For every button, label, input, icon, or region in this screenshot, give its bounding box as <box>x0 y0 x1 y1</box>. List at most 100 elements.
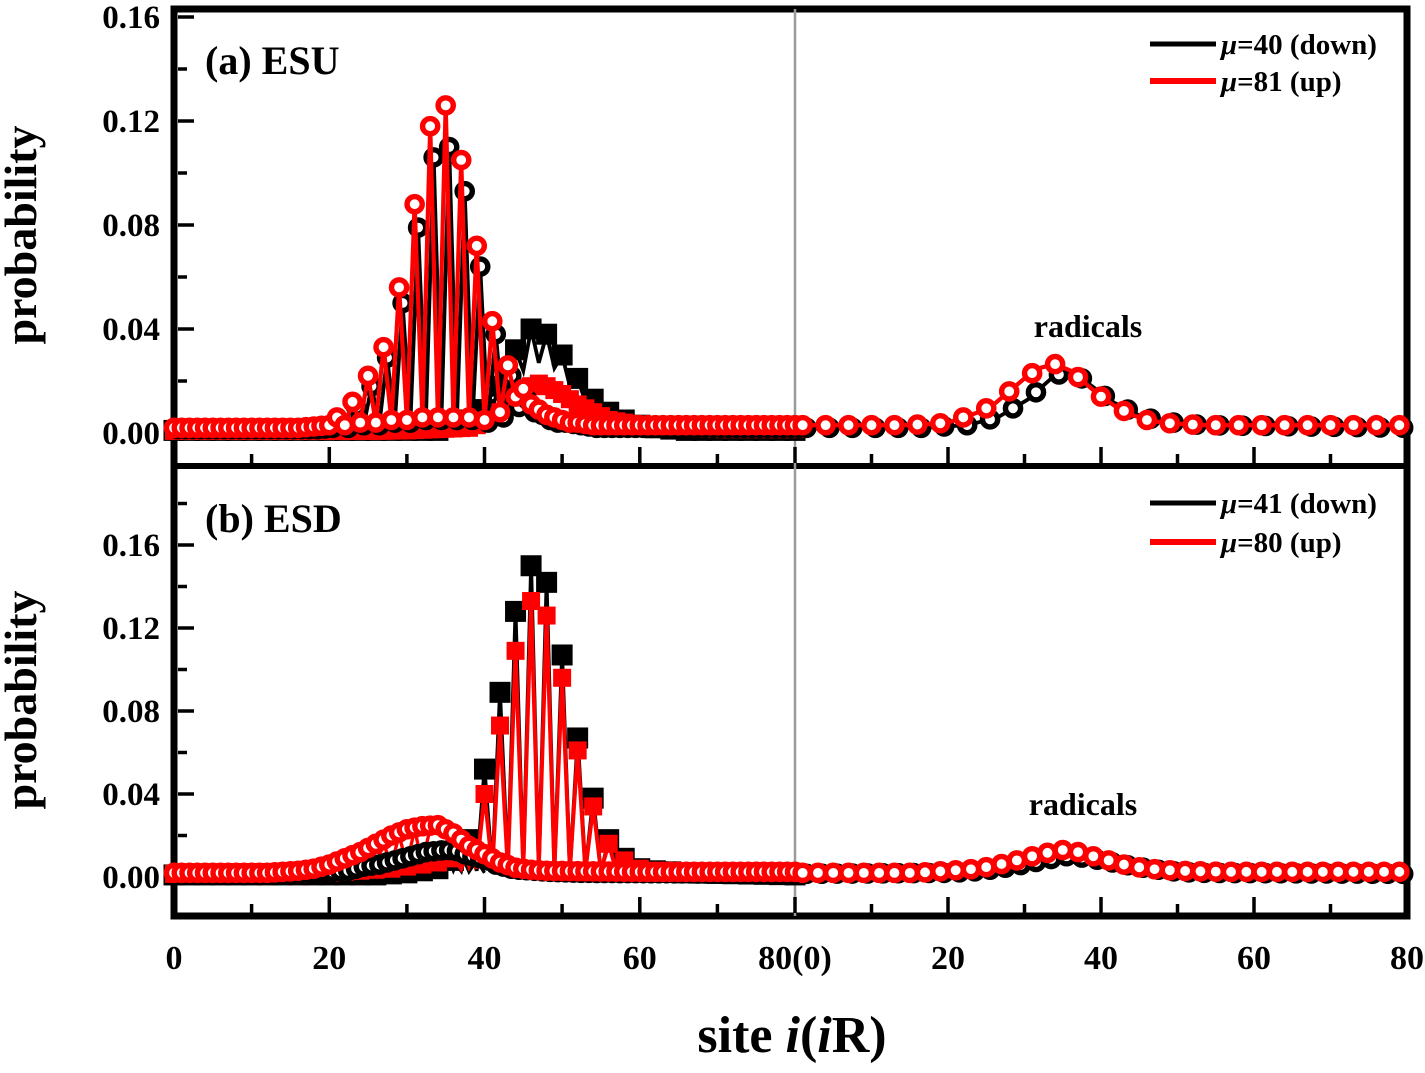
x-axis-title: site i(iR) <box>697 1007 886 1064</box>
data-point-open-circle <box>998 381 1020 402</box>
data-point-open-circle <box>792 414 813 436</box>
data-point-open-circle <box>1251 414 1272 436</box>
data-point-open-circle <box>365 412 387 433</box>
data-point-square <box>505 600 527 622</box>
y-tick-label-panel-a: 0.12 <box>102 104 160 140</box>
data-point-open-circle <box>357 365 379 387</box>
data-point-open-circle <box>1159 412 1181 434</box>
data-point-open-circle <box>1205 414 1227 436</box>
y-tick-label-panel-a: 0.00 <box>102 416 160 452</box>
data-point-open-circle <box>1113 854 1135 875</box>
panel-b-title: (b) ESD <box>205 496 342 541</box>
panel-a-annotation-radicals: radicals <box>1034 308 1142 344</box>
x-tick-label: 80 <box>1390 940 1424 977</box>
x-tick-label: 40 <box>468 940 502 977</box>
x-tick-label: 60 <box>623 940 657 977</box>
y-tick-label-panel-b: 0.16 <box>102 528 160 564</box>
data-point-square <box>536 571 558 593</box>
panel-b-legend: μ=41 (down) μ=80 (up) <box>1150 488 1377 559</box>
y-tick-label-panel-b: 0.08 <box>102 694 160 730</box>
data-point-square <box>505 339 527 361</box>
data-point-square <box>520 555 542 577</box>
data-point-open-circle <box>815 414 836 436</box>
data-point-open-circle <box>450 149 472 171</box>
y-tick-label-panel-b: 0.12 <box>102 611 160 647</box>
data-point-square <box>599 834 618 853</box>
series-red-circles-chain-a <box>163 95 806 439</box>
data-point-open-circle <box>1297 414 1318 436</box>
data-point-square <box>475 785 494 803</box>
y-tick-label-panel-a: 0.04 <box>102 312 160 348</box>
data-point-open-circle <box>1320 414 1341 436</box>
data-point-open-circle <box>1037 842 1058 864</box>
data-point-open-circle <box>1389 414 1410 436</box>
data-point-square <box>506 641 525 660</box>
data-point-square <box>491 716 510 735</box>
data-point-open-circle <box>419 115 441 137</box>
data-point-square <box>522 592 541 611</box>
legend-label-up: μ=80 (up) <box>1219 527 1342 559</box>
x-tick-label: 40 <box>1084 940 1118 977</box>
data-point-open-circle <box>481 310 503 332</box>
data-point-square <box>551 344 573 366</box>
data-point-open-circle <box>1090 386 1112 407</box>
data-point-open-circle <box>513 378 534 400</box>
data-point-square <box>474 758 495 780</box>
x-tick-label: 80(0) <box>758 940 832 977</box>
panel-b-ylabel: probability <box>0 591 46 810</box>
series-red-circles-radical-a <box>792 353 1410 436</box>
data-point-square <box>536 323 558 345</box>
panel-b-annotation-radicals: radicals <box>1029 786 1137 822</box>
y-tick-label-panel-b: 0.00 <box>102 860 160 896</box>
data-point-open-circle <box>861 414 882 436</box>
series-red-circles-chain-b <box>163 814 806 884</box>
data-point-open-circle <box>1366 414 1387 436</box>
x-tick-label: 0 <box>166 940 183 977</box>
panel-a-title: (a) ESU <box>205 38 339 83</box>
axes-frame <box>170 5 1411 920</box>
data-point-open-circle <box>466 235 488 257</box>
legend-label-down: μ=41 (down) <box>1219 488 1377 520</box>
panel-b-series <box>163 555 1414 886</box>
x-tick-label: 20 <box>931 940 965 977</box>
data-point-open-circle <box>953 407 974 428</box>
data-point-square <box>537 606 556 625</box>
data-point-open-circle <box>458 407 480 428</box>
data-point-open-circle <box>404 193 425 215</box>
data-point-open-circle <box>489 401 511 423</box>
data-point-open-circle <box>396 409 418 431</box>
data-point-open-circle <box>1067 366 1089 388</box>
y-tick-label-panel-a: 0.16 <box>102 0 160 36</box>
data-point-open-circle <box>1025 381 1047 403</box>
data-point-square <box>568 741 587 760</box>
data-point-open-circle <box>342 391 363 413</box>
series-line <box>174 565 796 879</box>
data-point-open-circle <box>975 397 997 419</box>
data-point-open-circle <box>497 355 519 376</box>
data-point-square <box>553 668 572 687</box>
series-red-circles-radical-b <box>792 839 1410 884</box>
data-point-open-circle <box>388 277 410 298</box>
data-point-square <box>489 681 511 703</box>
plot-border <box>170 5 1411 920</box>
panel-a-ylabel: probability <box>0 126 46 345</box>
series-line <box>174 600 795 877</box>
x-tick-label: 60 <box>1237 940 1271 977</box>
data-point-open-circle <box>1343 414 1364 436</box>
y-tick-label-panel-a: 0.08 <box>102 208 160 244</box>
axis-tick-labels: 0 20 40 60 80(0) 20 40 60 80 0.00 0.00 0.04 0.04 0.08… <box>102 0 1424 977</box>
data-point-open-circle <box>1274 414 1295 436</box>
data-point-open-circle <box>334 414 356 436</box>
data-point-square <box>567 367 589 389</box>
data-point-open-circle <box>435 95 456 116</box>
data-point-square <box>551 644 573 666</box>
data-point-open-circle <box>930 412 951 434</box>
data-point-square <box>584 797 603 816</box>
legend-label-up: μ=81 (up) <box>1219 66 1342 98</box>
data-point-open-circle <box>884 414 905 436</box>
data-point-open-circle <box>1002 397 1024 419</box>
data-point-open-circle <box>1113 400 1135 422</box>
data-point-open-circle <box>1136 409 1158 431</box>
